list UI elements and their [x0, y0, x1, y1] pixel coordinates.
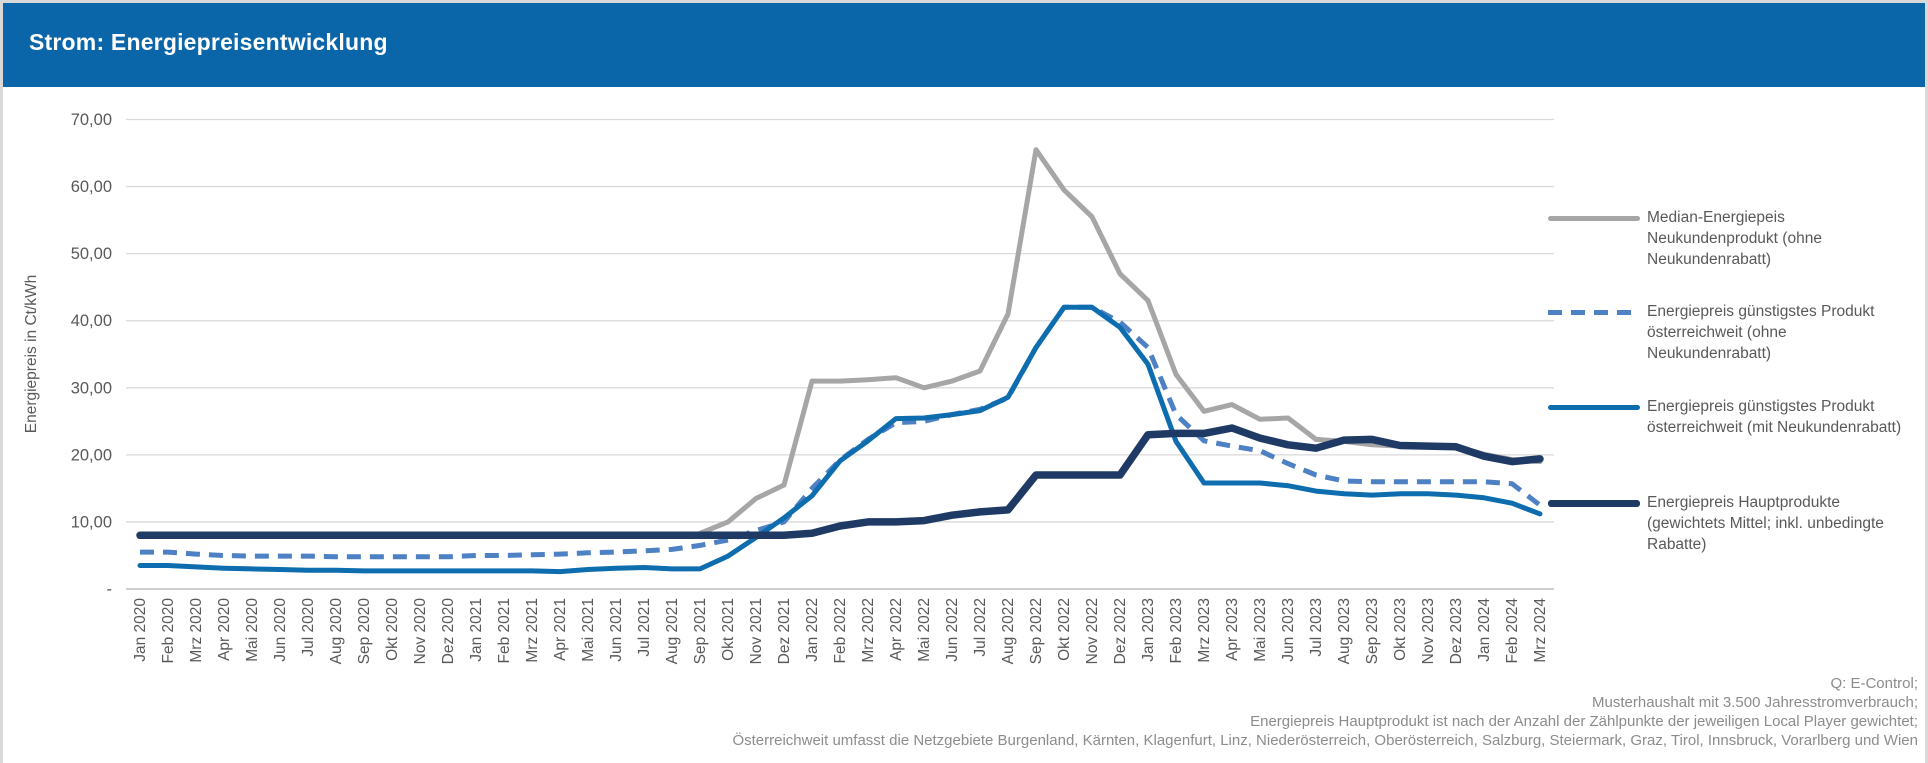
x-axis-tick-label: Sep 2020: [356, 598, 373, 665]
y-axis-title: Energiepreis in Ct/kWh: [23, 275, 40, 434]
window-border-top: [0, 0, 1928, 3]
legend-label: Energiepreis günstigstes Produkt österre…: [1647, 303, 1875, 362]
y-axis-tick-label: 50,00: [71, 245, 112, 263]
series-line-3: [137, 304, 1543, 575]
x-axis-tick-label: Mrz 2021: [524, 598, 541, 663]
x-axis-tick-label: Mrz 2020: [188, 598, 205, 663]
x-axis-tick-label: Sep 2023: [1364, 598, 1381, 664]
source-notes: Q: E-Control; Musterhaushalt mit 3.500 J…: [732, 674, 1918, 750]
source-note-line: Musterhaushalt mit 3.500 Jahresstromverb…: [1592, 694, 1918, 711]
y-axis-tick-label: 40,00: [71, 312, 112, 330]
x-axis-tick-label: Jan 2023: [1140, 598, 1157, 662]
legend-label: Energiepreis günstigstes Produkt österre…: [1647, 398, 1902, 436]
series-line-4: [136, 424, 1544, 540]
x-axis-tick-label: Jan 2021: [468, 598, 485, 662]
legend-item-hauptprodukte: Energiepreis Hauptprodukte (gewichtets M…: [1548, 492, 1884, 555]
x-axis-tick-label: Nov 2023: [1420, 598, 1437, 664]
x-axis-tick-label: Sep 2022: [1028, 598, 1045, 664]
x-axis-tick-label: Jan 2022: [804, 598, 821, 662]
x-axis-tick-label: Mrz 2023: [1196, 598, 1213, 663]
legend-swatch-gray-line-icon: [1548, 215, 1640, 221]
x-axis-tick-label: Aug 2020: [328, 598, 345, 665]
x-axis-tick-label: Nov 2022: [1084, 598, 1101, 664]
x-axis-tick-label: Jan 2020: [132, 598, 149, 662]
x-axis-tick-label: Jan 2024: [1476, 598, 1493, 662]
x-axis-tick-label: Jul 2022: [972, 598, 989, 657]
window-border-right: [1925, 0, 1928, 763]
x-axis-tick-label: Jul 2023: [1308, 598, 1325, 657]
x-axis-tick-label: Aug 2021: [664, 598, 681, 664]
x-axis-tick-label: Dez 2020: [440, 598, 457, 665]
source-note-line: Q: E-Control;: [1830, 675, 1918, 692]
x-axis-tick-label: Feb 2024: [1504, 598, 1521, 664]
legend-item-guenstigstes-mit-rabatt: Energiepreis günstigstes Produkt österre…: [1548, 396, 1901, 438]
y-axis-tick-label: 20,00: [71, 446, 112, 464]
x-axis-tick-label: Mrz 2022: [860, 598, 877, 663]
y-axis-tick-label: 60,00: [71, 178, 112, 196]
x-axis-tick-label: Okt 2021: [720, 598, 737, 661]
x-axis-tick-label: Okt 2020: [384, 598, 401, 661]
x-axis-tick-label: Okt 2022: [1056, 598, 1073, 661]
legend-item-guenstigstes-ohne-rabatt: Energiepreis günstigstes Produkt österre…: [1548, 301, 1874, 364]
x-axis-tick-label: Feb 2023: [1168, 598, 1185, 664]
x-axis-tick-label: Jul 2020: [300, 598, 317, 657]
x-axis-tick-label: Mai 2022: [916, 598, 933, 662]
x-axis-tick-label: Jun 2021: [608, 598, 625, 662]
series-line-2: [140, 304, 1542, 560]
x-axis-tick-label: Nov 2021: [748, 598, 765, 664]
x-axis-tick-label: Aug 2022: [1000, 598, 1017, 664]
x-axis-tick-label: Sep 2021: [692, 598, 709, 664]
x-axis-tick-label: Okt 2023: [1392, 598, 1409, 661]
legend-swatch-navy-line-icon: [1548, 499, 1640, 507]
x-axis-tick-label: Feb 2020: [160, 598, 177, 664]
x-axis-tick-label: Jun 2023: [1280, 598, 1297, 662]
legend-swatch-blue-line-icon: [1548, 404, 1640, 410]
header-bar: Strom: Energiepreisentwicklung: [3, 3, 1925, 87]
x-axis-tick-label: Jul 2021: [636, 598, 653, 657]
x-axis-tick-label: Feb 2022: [832, 598, 849, 664]
legend-item-median-neukundenprodukt: Median-Energiepeis Neukundenprodukt (ohn…: [1548, 207, 1822, 270]
x-axis-tick-label: Mai 2023: [1252, 598, 1269, 662]
x-axis-tick-label: Mrz 2024: [1532, 598, 1549, 663]
y-axis-tick-label: 10,00: [71, 513, 112, 531]
x-axis-tick-label: Apr 2023: [1224, 598, 1241, 661]
x-axis-tick-label: Dez 2022: [1112, 598, 1129, 664]
source-note-line: Österreichweit umfasst die Netzgebiete B…: [732, 732, 1918, 749]
y-axis-tick-label: -: [107, 581, 113, 599]
source-note-line: Energiepreis Hauptprodukt ist nach der A…: [1250, 713, 1918, 730]
x-axis-tick-label: Apr 2021: [552, 598, 569, 661]
window-border-left: [0, 0, 3, 763]
legend-label: Energiepreis Hauptprodukte (gewichtets M…: [1647, 494, 1884, 553]
x-axis-tick-label: Dez 2021: [776, 598, 793, 664]
x-axis-tick-label: Jun 2020: [272, 598, 289, 662]
x-axis-tick-label: Dez 2023: [1448, 598, 1465, 664]
x-axis-tick-label: Nov 2020: [412, 598, 429, 665]
legend-label: Median-Energiepeis Neukundenprodukt (ohn…: [1647, 209, 1822, 268]
legend-swatch-dashed-blue-line-icon: [1548, 309, 1640, 315]
y-axis-tick-label: 30,00: [71, 379, 112, 397]
x-axis-tick-label: Mai 2020: [244, 598, 261, 662]
x-axis-tick-label: Apr 2022: [888, 598, 905, 661]
x-axis-tick-label: Jun 2022: [944, 598, 961, 662]
x-axis-tick-label: Feb 2021: [496, 598, 513, 664]
x-axis-tick-label: Aug 2023: [1336, 598, 1353, 664]
page-title: Strom: Energiepreisentwicklung: [29, 28, 388, 55]
x-axis-tick-label: Apr 2020: [216, 598, 233, 661]
y-axis-tick-label: 70,00: [71, 111, 112, 129]
x-axis-tick-label: Mai 2021: [580, 598, 597, 662]
